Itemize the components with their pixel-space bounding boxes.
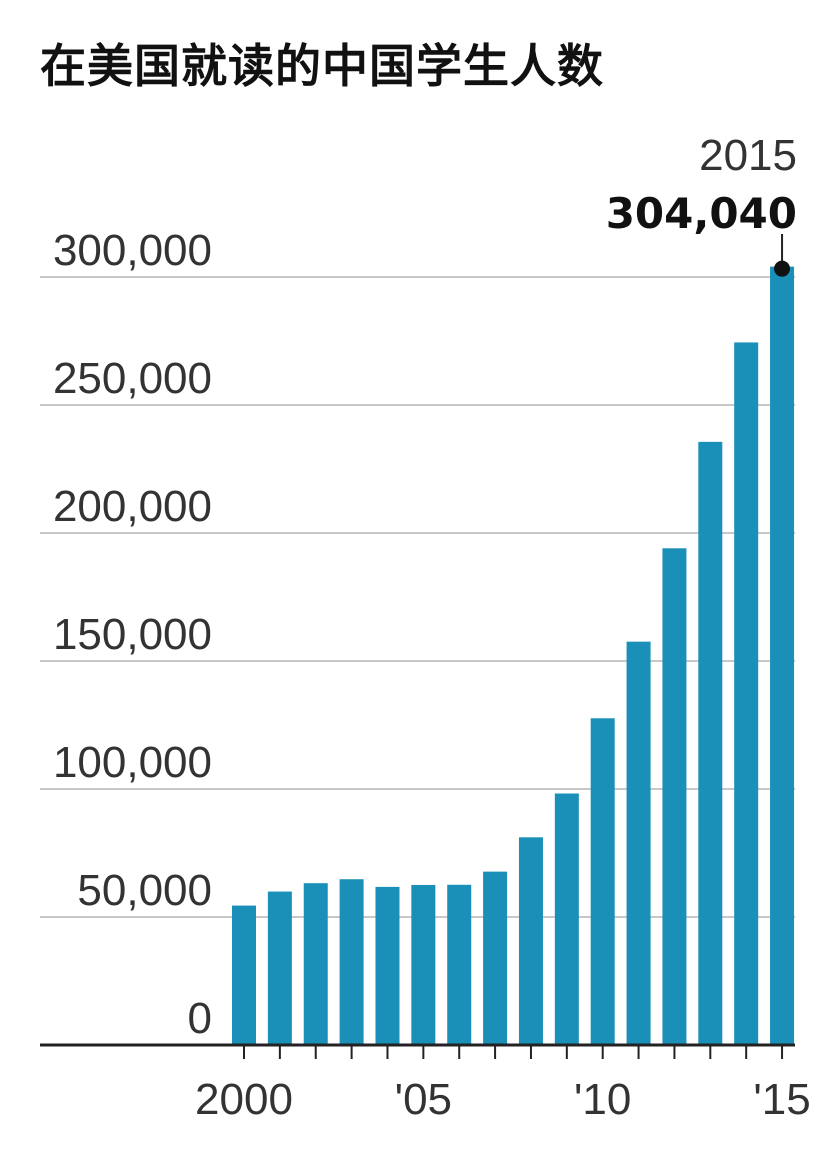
bar-2003	[339, 879, 364, 1045]
annotation-year-label: 2015	[699, 131, 797, 180]
bar-2011	[626, 641, 651, 1045]
bar-2002	[303, 883, 328, 1045]
y-tick-labels: 0 50,000 100,000 150,000 200,000 250,000 300,0…	[53, 226, 212, 1043]
x-tick-label: '15	[753, 1075, 810, 1124]
y-tick-label: 150,000	[53, 610, 212, 659]
annotation-value-label: 304,040	[606, 189, 797, 238]
x-axis	[40, 1043, 795, 1059]
annotation-marker	[774, 260, 791, 277]
y-tick-label: 200,000	[53, 482, 212, 531]
bar-2001	[267, 891, 292, 1045]
y-tick-label: 250,000	[53, 354, 212, 403]
bars	[232, 266, 795, 1045]
x-tick-label: 2000	[195, 1075, 293, 1124]
y-tick-label: 100,000	[53, 738, 212, 787]
bar-2010	[590, 718, 615, 1045]
bar-2015	[770, 266, 795, 1045]
bar-2014	[734, 342, 759, 1045]
bar-2000	[232, 905, 256, 1045]
bar-2012	[662, 548, 687, 1045]
bar-2013	[698, 441, 723, 1045]
bar-2006	[447, 884, 472, 1045]
bar-2007	[483, 871, 508, 1045]
bar-2009	[554, 793, 579, 1045]
annotation: 2015 304,040	[606, 131, 797, 277]
chart-title: 在美国就读的中国学生人数	[40, 39, 604, 93]
y-tick-label: 0	[188, 994, 212, 1043]
bar-2005	[411, 884, 436, 1045]
x-tick-label: '05	[395, 1075, 452, 1124]
y-tick-label: 300,000	[53, 226, 212, 275]
bar-2008	[518, 837, 543, 1045]
x-tick-labels: 2000 '05 '10 '15	[195, 1075, 811, 1124]
y-tick-label: 50,000	[77, 866, 212, 915]
x-tick-label: '10	[574, 1075, 631, 1124]
gridlines	[40, 276, 795, 918]
bar-2004	[375, 886, 400, 1045]
